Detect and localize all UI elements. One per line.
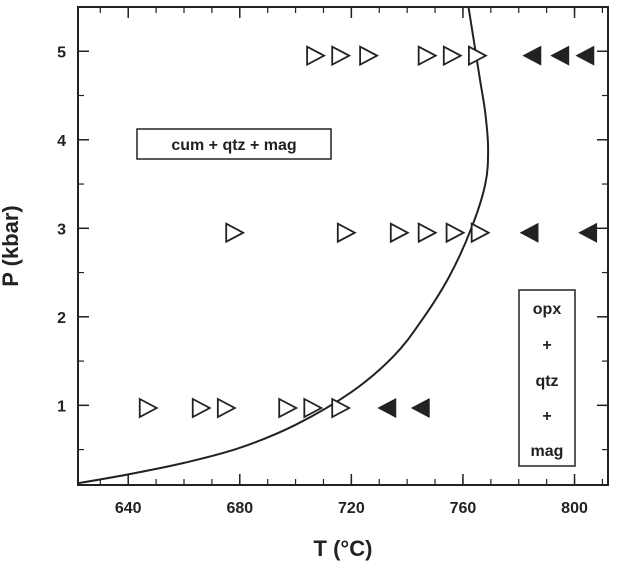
plot-frame (77, 6, 609, 486)
open-triangle-marker (417, 222, 438, 244)
y-tick-label: 3 (57, 221, 66, 238)
open-triangle-marker (359, 45, 380, 67)
open-triangle-marker (467, 45, 488, 67)
open-triangle-marker (278, 397, 299, 419)
data-points (138, 45, 598, 419)
x-tick-label: 800 (561, 500, 588, 517)
field-label-line: qtz (535, 373, 558, 390)
field-label-line: opx (533, 301, 562, 318)
major-ticks (78, 7, 608, 485)
open-triangle-marker (336, 222, 357, 244)
open-triangle-marker (303, 397, 324, 419)
open-triangle-marker (331, 397, 352, 419)
x-tick-label: 640 (115, 500, 142, 517)
field-label-cum-qtz-mag: cum + qtz + mag (136, 128, 332, 160)
filled-triangle-marker (410, 397, 430, 418)
filled-triangle-marker (575, 45, 595, 66)
filled-triangle-marker (550, 45, 570, 66)
field-label-text: cum + qtz + mag (171, 137, 296, 154)
field-label-line: mag (531, 443, 564, 460)
y-tick-label: 4 (57, 133, 66, 150)
y-axis-title: P (kbar) (0, 205, 23, 287)
open-triangle-marker (470, 222, 491, 244)
boundary-curve-group (78, 7, 490, 485)
field-label-box (136, 128, 332, 160)
x-tick-label: 680 (226, 500, 253, 517)
open-triangle-marker (442, 45, 463, 67)
x-axis-title: T (°C) (314, 536, 373, 561)
y-tick-label: 1 (57, 398, 66, 415)
field-label-line: + (542, 337, 551, 354)
filled-triangle-marker (522, 45, 542, 66)
y-tick-labels: 1 2 3 4 5 (57, 44, 66, 415)
open-triangle-marker (306, 45, 327, 67)
phase-boundary-curve (78, 7, 490, 485)
y-tick-label: 5 (57, 44, 66, 61)
filled-triangle-marker (519, 222, 539, 243)
open-triangle-marker (389, 222, 410, 244)
filled-triangle-marker (578, 222, 598, 243)
open-triangle-marker (417, 45, 438, 67)
open-triangle-marker (225, 222, 246, 244)
open-triangle-marker (191, 397, 212, 419)
open-triangle-marker (216, 397, 237, 419)
x-tick-label: 720 (338, 500, 365, 517)
x-tick-labels: 640 680 720 760 800 (115, 500, 588, 517)
open-triangle-marker (138, 397, 159, 419)
field-label-opx-qtz-mag: opx + qtz + mag (518, 289, 576, 467)
open-triangle-marker (445, 222, 466, 244)
y-tick-label: 2 (57, 310, 66, 327)
filled-triangle-marker (377, 397, 397, 418)
open-triangle-marker (331, 45, 352, 67)
field-label-box (518, 289, 576, 467)
x-tick-label: 760 (450, 500, 477, 517)
field-label-line: + (542, 408, 551, 425)
